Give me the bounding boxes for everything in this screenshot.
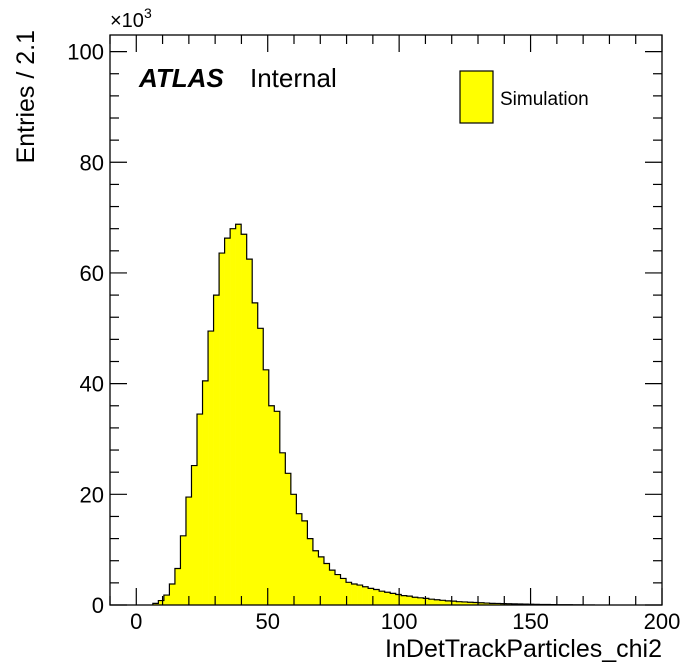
atlas-label: ATLAS (138, 63, 224, 93)
histogram-bin (197, 414, 203, 605)
histogram-bin (368, 588, 374, 605)
histogram-bin (439, 600, 446, 605)
y-tick-label: 20 (80, 482, 104, 507)
histogram-bin (445, 600, 452, 605)
histogram-bin (500, 603, 507, 605)
histogram-bin (423, 598, 430, 605)
histogram-bin (301, 520, 308, 605)
histogram-bin (235, 224, 242, 605)
histogram-bin (180, 535, 187, 605)
y-tick-label: 60 (80, 261, 104, 286)
histogram-bin (252, 302, 259, 605)
y-multiplier-exponent: 3 (144, 5, 152, 21)
histogram-bin (191, 465, 198, 605)
histogram-bin (478, 602, 485, 605)
histogram-bin (208, 331, 214, 605)
histogram-bin (434, 599, 441, 605)
histogram-bin (274, 411, 281, 605)
histogram-bin (268, 405, 275, 605)
histogram-bin (335, 574, 341, 605)
y-axis-title: Entries / 2.1 (12, 30, 40, 163)
x-tick-label: 0 (130, 609, 142, 634)
histogram-bin (169, 583, 176, 605)
y-tick-label: 100 (67, 40, 104, 65)
histogram-bin (346, 582, 352, 605)
x-tick-label: 50 (255, 609, 279, 634)
histogram-bin (285, 473, 292, 605)
histogram-bin (202, 380, 209, 605)
histogram-bin (241, 234, 247, 605)
histogram-bin (185, 497, 192, 605)
histogram-outline (152, 223, 596, 606)
histogram-bin (174, 568, 181, 605)
histogram-bin (351, 583, 358, 605)
legend-entry-simulation: Simulation (500, 89, 589, 110)
histogram-bin (312, 550, 319, 605)
histogram-bin (489, 603, 496, 605)
histogram-bin (456, 601, 463, 605)
histogram-bin (428, 599, 435, 605)
histogram-bin (323, 563, 330, 605)
legend-swatch (459, 70, 494, 124)
y-multiplier: ×103 (110, 5, 152, 32)
legend: Simulation (459, 70, 589, 124)
histogram-bin (230, 228, 236, 605)
histogram-bin (279, 452, 286, 605)
axis-tick-labels: 0 50 100 150 200 0 20 40 60 80 100 (67, 40, 680, 634)
histogram-bin (412, 597, 419, 605)
y-tick-label: 0 (92, 593, 104, 618)
histogram-bin (379, 591, 385, 605)
histogram-bin (246, 259, 253, 605)
histogram-bin (340, 578, 347, 605)
histogram-bin (461, 601, 468, 605)
plot-frame (109, 34, 663, 606)
histogram-bin (219, 253, 225, 606)
histogram-bin (373, 589, 380, 605)
histogram-bin (473, 602, 479, 605)
histogram-bin (495, 603, 501, 605)
histogram-bin (163, 595, 170, 605)
histogram-bin (152, 603, 159, 605)
histogram-bin (467, 602, 474, 605)
y-tick-label: 80 (80, 150, 104, 175)
histogram-bin (484, 603, 490, 605)
histogram-bin (158, 600, 165, 605)
histogram-bin (406, 596, 413, 605)
histogram-bin (213, 295, 220, 605)
histogram-bars (152, 224, 595, 606)
y-multiplier-base: ×10 (110, 10, 144, 32)
histogram-bin (401, 595, 408, 605)
axis-ticks (109, 35, 663, 606)
y-tick-label: 40 (80, 372, 104, 397)
histogram-bin (362, 586, 369, 605)
histogram-bin (296, 513, 303, 605)
x-tick-label: 200 (644, 609, 681, 634)
histogram-bin (329, 570, 336, 605)
internal-label: Internal (250, 63, 337, 93)
x-axis-title: InDetTrackParticles_chi2 (385, 635, 662, 663)
histogram-bin (450, 601, 457, 605)
histogram-bin (417, 597, 424, 605)
histogram-bin (390, 593, 397, 605)
histogram-bin (307, 538, 314, 605)
histogram-bin (290, 494, 297, 605)
x-tick-label: 150 (512, 609, 549, 634)
histogram-bin (257, 328, 264, 605)
x-tick-label: 100 (381, 609, 418, 634)
histogram-bin (384, 592, 391, 605)
histogram-bin (224, 238, 231, 605)
histogram-bin (357, 585, 363, 605)
histogram-bin (263, 369, 270, 605)
histogram-bin (318, 556, 325, 605)
